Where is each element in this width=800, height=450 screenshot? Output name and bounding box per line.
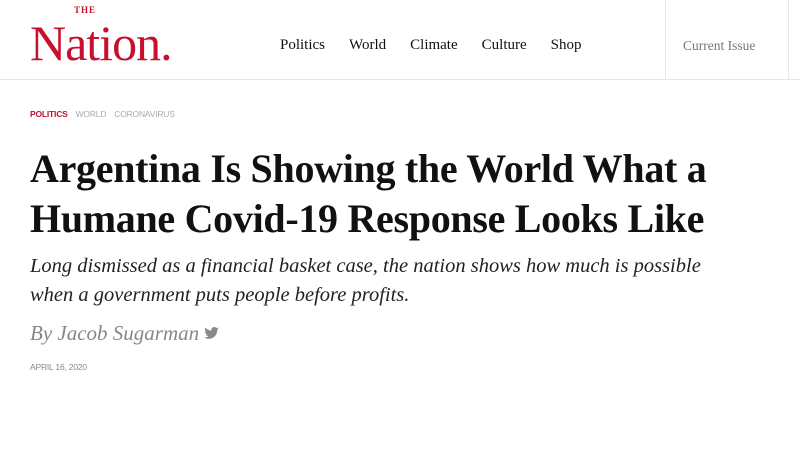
- byline: By Jacob Sugarman: [30, 320, 750, 346]
- article-header: POLITICS WORLD CORONAVIRUS Argentina Is …: [30, 108, 750, 373]
- logo-the: THE: [74, 5, 97, 15]
- article-dek: Long dismissed as a financial basket cas…: [30, 255, 701, 306]
- nav-culture[interactable]: Culture: [481, 37, 527, 53]
- main-nav: Politics World Climate Culture Shop: [280, 37, 581, 54]
- article-title: Argentina Is Showing the World What a Hu…: [30, 146, 707, 241]
- tag-coronavirus[interactable]: CORONAVIRUS: [114, 109, 175, 119]
- twitter-icon[interactable]: [204, 327, 219, 339]
- nation-logo[interactable]: THE Nation.: [30, 6, 210, 74]
- nav-climate[interactable]: Climate: [410, 37, 458, 53]
- tag-world[interactable]: WORLD: [75, 109, 107, 119]
- site-header: THE Nation. Politics World Climate Cultu…: [0, 0, 800, 80]
- nav-shop[interactable]: Shop: [550, 37, 582, 53]
- article-tags: POLITICS WORLD CORONAVIRUS: [30, 108, 750, 120]
- current-issue-link[interactable]: Current Issue: [683, 38, 756, 53]
- nav-world[interactable]: World: [349, 37, 387, 53]
- header-divider: [788, 0, 789, 80]
- author-link[interactable]: By Jacob Sugarman: [30, 321, 200, 345]
- publish-date: APRIL 16, 2020: [30, 362, 87, 372]
- logo-name: Nation.: [30, 15, 173, 71]
- header-divider: [665, 0, 666, 80]
- tag-politics[interactable]: POLITICS: [30, 109, 68, 119]
- nav-politics[interactable]: Politics: [280, 37, 326, 53]
